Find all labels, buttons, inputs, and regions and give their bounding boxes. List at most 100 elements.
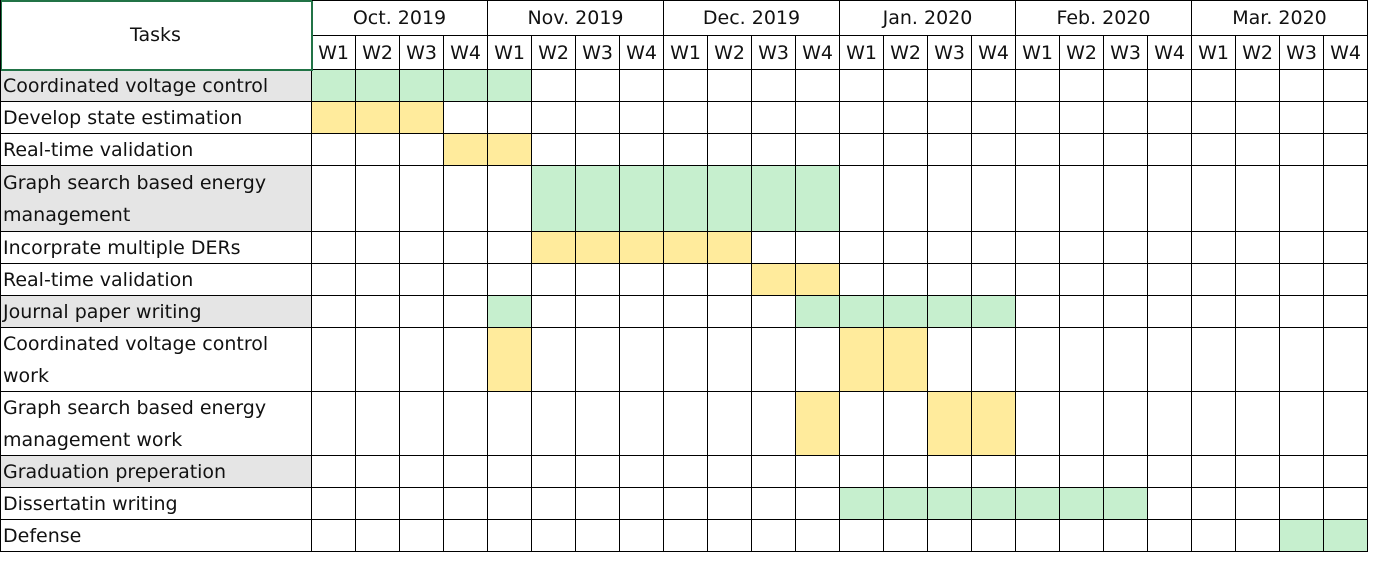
grid-cell[interactable] xyxy=(1060,456,1104,488)
grid-cell[interactable] xyxy=(840,456,884,488)
grid-cell[interactable] xyxy=(796,102,840,134)
grid-cell[interactable] xyxy=(884,232,928,264)
grid-cell[interactable] xyxy=(444,456,488,488)
grid-cell[interactable] xyxy=(1016,264,1060,296)
grid-cell[interactable] xyxy=(1060,102,1104,134)
gantt-bar-cell[interactable] xyxy=(840,328,884,392)
task-label[interactable]: Graph search based energy management wor… xyxy=(0,392,312,456)
grid-cell[interactable] xyxy=(1236,134,1280,166)
grid-cell[interactable] xyxy=(532,392,576,456)
grid-cell[interactable] xyxy=(972,328,1016,392)
grid-cell[interactable] xyxy=(576,134,620,166)
grid-cell[interactable] xyxy=(1104,328,1148,392)
grid-cell[interactable] xyxy=(444,264,488,296)
grid-cell[interactable] xyxy=(1104,392,1148,456)
gantt-bar-cell[interactable] xyxy=(488,328,532,392)
grid-cell[interactable] xyxy=(796,488,840,520)
grid-cell[interactable] xyxy=(884,166,928,232)
grid-cell[interactable] xyxy=(444,328,488,392)
grid-cell[interactable] xyxy=(1324,102,1368,134)
grid-cell[interactable] xyxy=(752,488,796,520)
gantt-bar-cell[interactable] xyxy=(1280,520,1324,552)
grid-cell[interactable] xyxy=(1148,392,1192,456)
grid-cell[interactable] xyxy=(488,488,532,520)
grid-cell[interactable] xyxy=(1236,488,1280,520)
grid-cell[interactable] xyxy=(1236,102,1280,134)
grid-cell[interactable] xyxy=(1148,102,1192,134)
grid-cell[interactable] xyxy=(620,456,664,488)
gantt-bar-cell[interactable] xyxy=(884,328,928,392)
grid-cell[interactable] xyxy=(1192,70,1236,102)
grid-cell[interactable] xyxy=(312,166,356,232)
grid-cell[interactable] xyxy=(1192,102,1236,134)
grid-cell[interactable] xyxy=(312,232,356,264)
grid-cell[interactable] xyxy=(620,488,664,520)
grid-cell[interactable] xyxy=(488,456,532,488)
grid-cell[interactable] xyxy=(532,328,576,392)
gantt-bar-cell[interactable] xyxy=(972,392,1016,456)
grid-cell[interactable] xyxy=(664,328,708,392)
grid-cell[interactable] xyxy=(928,102,972,134)
grid-cell[interactable] xyxy=(796,328,840,392)
grid-cell[interactable] xyxy=(1280,232,1324,264)
grid-cell[interactable] xyxy=(1060,392,1104,456)
grid-cell[interactable] xyxy=(928,166,972,232)
grid-cell[interactable] xyxy=(1280,392,1324,456)
grid-cell[interactable] xyxy=(1060,166,1104,232)
grid-cell[interactable] xyxy=(1236,166,1280,232)
grid-cell[interactable] xyxy=(1016,520,1060,552)
grid-cell[interactable] xyxy=(400,232,444,264)
grid-cell[interactable] xyxy=(1324,296,1368,328)
grid-cell[interactable] xyxy=(1236,328,1280,392)
gantt-bar-cell[interactable] xyxy=(708,166,752,232)
grid-cell[interactable] xyxy=(664,264,708,296)
gantt-bar-cell[interactable] xyxy=(1324,520,1368,552)
grid-cell[interactable] xyxy=(1324,134,1368,166)
grid-cell[interactable] xyxy=(796,134,840,166)
grid-cell[interactable] xyxy=(576,296,620,328)
grid-cell[interactable] xyxy=(356,134,400,166)
grid-cell[interactable] xyxy=(884,520,928,552)
grid-cell[interactable] xyxy=(928,456,972,488)
grid-cell[interactable] xyxy=(576,264,620,296)
grid-cell[interactable] xyxy=(884,392,928,456)
grid-cell[interactable] xyxy=(1192,232,1236,264)
grid-cell[interactable] xyxy=(752,232,796,264)
grid-cell[interactable] xyxy=(356,520,400,552)
grid-cell[interactable] xyxy=(972,134,1016,166)
gantt-bar-cell[interactable] xyxy=(796,166,840,232)
grid-cell[interactable] xyxy=(356,488,400,520)
grid-cell[interactable] xyxy=(796,70,840,102)
grid-cell[interactable] xyxy=(312,488,356,520)
grid-cell[interactable] xyxy=(532,296,576,328)
grid-cell[interactable] xyxy=(1148,134,1192,166)
grid-cell[interactable] xyxy=(1324,456,1368,488)
gantt-bar-cell[interactable] xyxy=(972,296,1016,328)
task-label[interactable]: Dissertatin writing xyxy=(0,488,312,520)
grid-cell[interactable] xyxy=(928,70,972,102)
gantt-bar-cell[interactable] xyxy=(664,166,708,232)
grid-cell[interactable] xyxy=(620,392,664,456)
gantt-bar-cell[interactable] xyxy=(928,488,972,520)
grid-cell[interactable] xyxy=(1280,134,1324,166)
grid-cell[interactable] xyxy=(1236,70,1280,102)
grid-cell[interactable] xyxy=(400,166,444,232)
grid-cell[interactable] xyxy=(400,134,444,166)
grid-cell[interactable] xyxy=(884,456,928,488)
gantt-bar-cell[interactable] xyxy=(884,296,928,328)
grid-cell[interactable] xyxy=(1324,70,1368,102)
gantt-bar-cell[interactable] xyxy=(488,134,532,166)
gantt-bar-cell[interactable] xyxy=(356,70,400,102)
grid-cell[interactable] xyxy=(1192,166,1236,232)
grid-cell[interactable] xyxy=(1104,102,1148,134)
grid-cell[interactable] xyxy=(532,264,576,296)
gantt-bar-cell[interactable] xyxy=(444,134,488,166)
grid-cell[interactable] xyxy=(1324,232,1368,264)
grid-cell[interactable] xyxy=(620,520,664,552)
grid-cell[interactable] xyxy=(576,70,620,102)
grid-cell[interactable] xyxy=(312,328,356,392)
grid-cell[interactable] xyxy=(488,102,532,134)
grid-cell[interactable] xyxy=(1016,392,1060,456)
grid-cell[interactable] xyxy=(1016,166,1060,232)
grid-cell[interactable] xyxy=(884,134,928,166)
